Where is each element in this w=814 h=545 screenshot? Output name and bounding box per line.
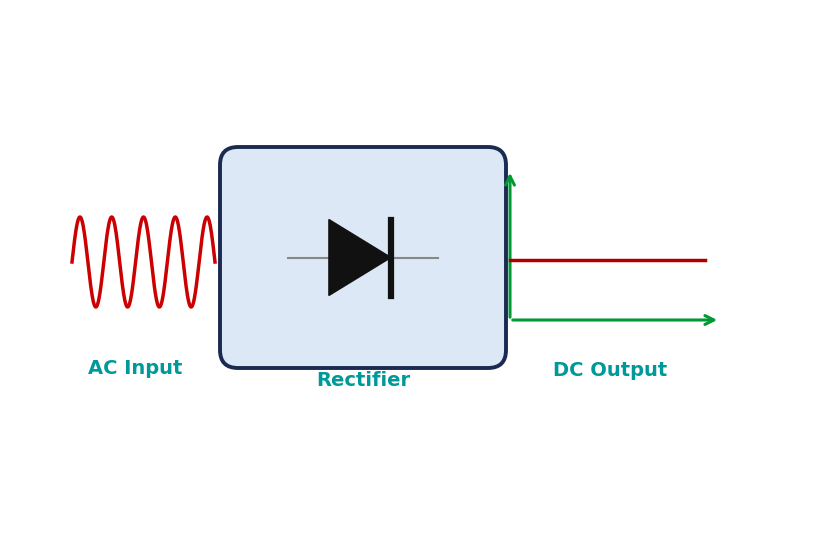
Text: DC Output: DC Output bbox=[553, 360, 667, 379]
Text: Rectifier: Rectifier bbox=[316, 371, 410, 390]
Polygon shape bbox=[329, 220, 391, 295]
Text: AC Input: AC Input bbox=[88, 359, 182, 378]
FancyBboxPatch shape bbox=[220, 147, 506, 368]
